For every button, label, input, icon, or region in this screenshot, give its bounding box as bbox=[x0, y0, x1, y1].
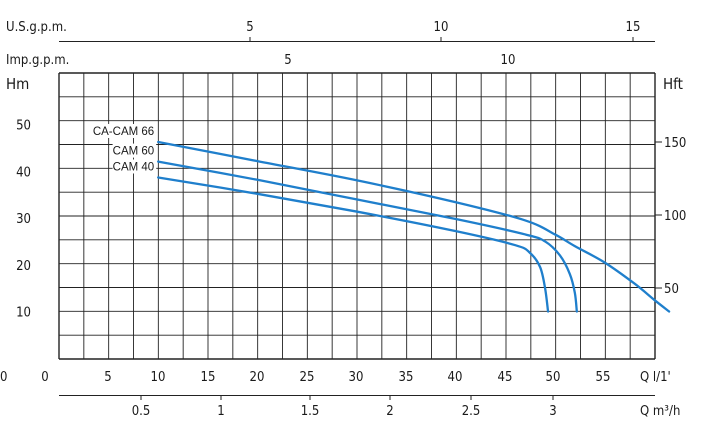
q-lmin-tick-label: 40 bbox=[448, 370, 463, 385]
q-lmin-tick-label: 60 bbox=[0, 370, 7, 385]
q-lmin-tick-label: 30 bbox=[349, 370, 364, 385]
q-lmin-tick-label: 55 bbox=[596, 370, 611, 385]
q-lmin-tick-label: 50 bbox=[546, 370, 561, 385]
left-tick-label: 40 bbox=[16, 165, 31, 180]
series-label-bg bbox=[92, 123, 157, 138]
left-axis-label: Hm bbox=[6, 75, 29, 93]
right-tick-label: 100 bbox=[664, 209, 686, 224]
right-tick-label: 150 bbox=[664, 136, 686, 151]
q-lmin-tick-label: 5 bbox=[104, 370, 111, 385]
impgpm-tick-label: 10 bbox=[501, 53, 516, 68]
chart-grid bbox=[58, 72, 656, 360]
series-line-0 bbox=[157, 140, 671, 313]
q-m3h-tick-label: 3 bbox=[549, 404, 556, 419]
series-line-2 bbox=[157, 176, 550, 313]
usgpm-tick-label: 10 bbox=[434, 20, 449, 35]
left-tick-label: 50 bbox=[16, 119, 31, 134]
q-lmin-tick-label: 45 bbox=[498, 370, 513, 385]
q-m3h-tick-label: 0.5 bbox=[132, 404, 151, 419]
right-tick-label: 50 bbox=[664, 282, 679, 297]
q-m3h-tick-label: 2 bbox=[386, 404, 393, 419]
q-lmin-axis-label: Q l/1' bbox=[640, 370, 671, 385]
q-m3h-tick-label: 1 bbox=[217, 404, 224, 419]
q-m3h-axis-label: Q m³/h bbox=[640, 404, 680, 419]
q-lmin-tick-label: 10 bbox=[151, 370, 166, 385]
q-m3h-tick-label: 2.5 bbox=[462, 404, 481, 419]
q-lmin-tick-label: 20 bbox=[250, 370, 265, 385]
usgpm-tick-label: 15 bbox=[626, 20, 641, 35]
impgpm-tick-label: 5 bbox=[284, 53, 291, 68]
series-label-1: CAM 60 bbox=[113, 146, 155, 158]
q-lmin-tick-label: 35 bbox=[399, 370, 414, 385]
left-tick-label: 20 bbox=[16, 259, 31, 274]
series-label-bg bbox=[112, 143, 157, 158]
q-lmin-tick-label: 0 bbox=[41, 370, 48, 385]
left-tick-label: 30 bbox=[16, 212, 31, 227]
series-label-2: CAM 40 bbox=[113, 161, 155, 173]
series-label-bg bbox=[112, 159, 157, 174]
impgpm-axis-label: Imp.g.p.m. bbox=[6, 53, 69, 68]
usgpm-tick-label: 5 bbox=[246, 20, 253, 35]
left-tick-label: 10 bbox=[16, 306, 31, 321]
q-lmin-tick-label: 15 bbox=[201, 370, 216, 385]
q-m3h-tick-label: 1.5 bbox=[301, 404, 320, 419]
series-line-1 bbox=[157, 160, 578, 313]
series-label-0: CA-CAM 66 bbox=[93, 126, 154, 138]
usgpm-axis-label: U.S.g.p.m. bbox=[6, 20, 67, 35]
right-axis-label: Hft bbox=[663, 75, 683, 93]
q-lmin-tick-label: 25 bbox=[300, 370, 315, 385]
